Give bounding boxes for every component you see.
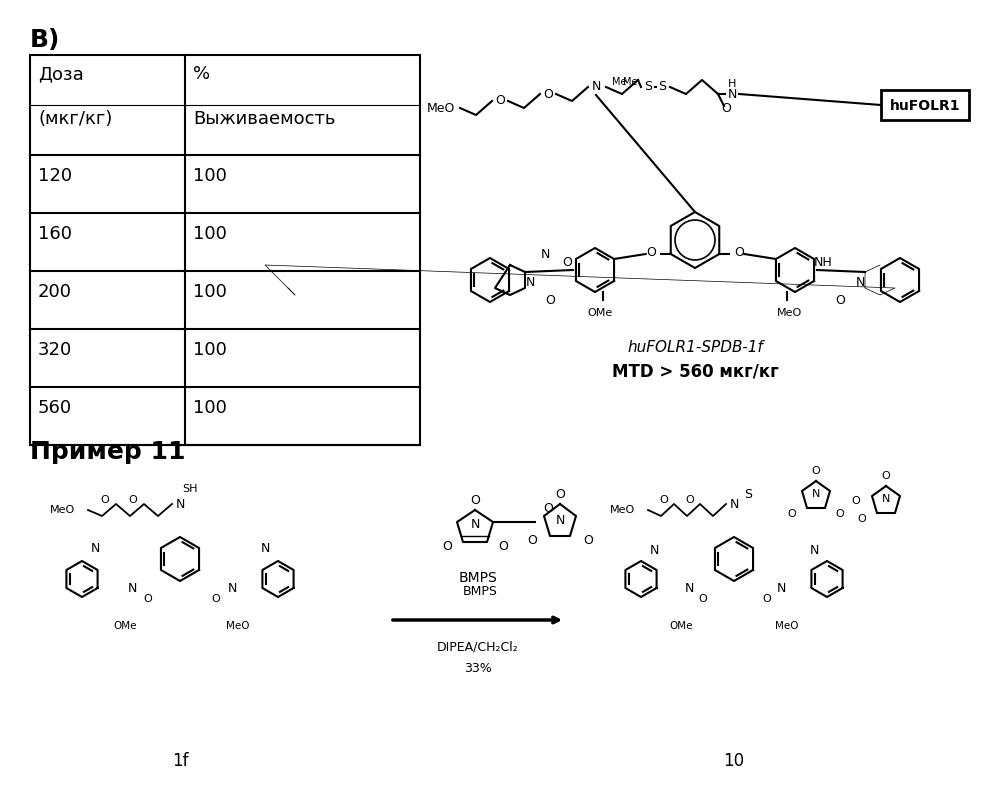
Text: O: O (882, 471, 890, 481)
Text: %: % (193, 65, 210, 83)
Text: N: N (540, 248, 550, 262)
Text: 100: 100 (193, 399, 227, 417)
Text: O: O (660, 495, 668, 505)
Text: huFOLR1: huFOLR1 (890, 99, 960, 113)
Text: 100: 100 (193, 341, 227, 359)
Text: Доза: Доза (38, 65, 84, 83)
Text: N: N (470, 518, 480, 531)
Text: N: N (776, 583, 786, 596)
Text: S: S (744, 488, 752, 500)
Text: O: O (212, 594, 220, 604)
Text: O: O (101, 495, 109, 505)
Text: 120: 120 (38, 167, 72, 185)
Text: N: N (812, 489, 820, 499)
Text: O: O (129, 495, 137, 505)
Text: N: N (684, 583, 694, 596)
Text: 100: 100 (193, 167, 227, 185)
Bar (881, 90, 969, 120)
Text: O: O (527, 534, 537, 546)
Text: N: N (90, 542, 100, 556)
Text: DIPEA/CH₂Cl₂: DIPEA/CH₂Cl₂ (437, 640, 518, 653)
Text: N: N (649, 545, 659, 557)
Text: O: O (699, 594, 707, 604)
Text: O: O (858, 514, 866, 524)
Text: MeO: MeO (610, 505, 635, 515)
Text: MeO: MeO (427, 102, 455, 114)
Text: N: N (882, 494, 890, 504)
Text: O: O (734, 246, 744, 259)
Text: MeO: MeO (226, 621, 250, 631)
Text: SH: SH (182, 484, 198, 494)
Text: N: N (729, 497, 739, 511)
Text: OMe: OMe (669, 621, 693, 631)
Text: S: S (658, 81, 666, 94)
Text: 320: 320 (38, 341, 72, 359)
Text: O: O (470, 493, 480, 507)
Text: 10: 10 (723, 752, 745, 770)
Text: Выживаемость: Выживаемость (193, 110, 336, 128)
Text: 33%: 33% (464, 662, 491, 675)
Text: N: N (525, 275, 535, 289)
Text: O: O (495, 94, 505, 108)
Text: O: O (583, 534, 593, 546)
Text: O: O (812, 466, 820, 476)
Text: O: O (555, 488, 565, 500)
Text: O: O (835, 293, 845, 307)
Text: Me: Me (612, 77, 626, 87)
Text: BMPS: BMPS (458, 571, 497, 585)
Text: B): B) (30, 28, 60, 52)
Text: BMPS: BMPS (463, 585, 497, 598)
Bar (30, 55, 420, 445)
Text: huFOLR1-SPDB-1f: huFOLR1-SPDB-1f (627, 340, 763, 355)
Text: (мкг/кг): (мкг/кг) (38, 110, 112, 128)
Text: O: O (788, 509, 796, 519)
Text: N: N (260, 542, 270, 556)
Text: Пример 11: Пример 11 (30, 440, 186, 464)
Text: MeO: MeO (775, 621, 799, 631)
Text: O: O (836, 509, 844, 519)
Text: N: N (727, 87, 737, 101)
Text: H: H (728, 79, 736, 89)
Text: O: O (686, 495, 694, 505)
Text: O: O (646, 246, 656, 259)
Text: O: O (543, 501, 553, 515)
Text: N: N (555, 514, 565, 527)
Text: 1f: 1f (172, 752, 188, 770)
Text: OMe: OMe (113, 621, 137, 631)
Text: O: O (721, 102, 731, 114)
Text: MeO: MeO (50, 505, 75, 515)
Text: O: O (543, 87, 553, 101)
Text: O: O (545, 293, 555, 307)
Text: O: O (144, 594, 152, 604)
Text: O: O (498, 539, 508, 553)
Text: O: O (763, 594, 771, 604)
Text: N: N (591, 81, 601, 94)
Text: Me: Me (623, 77, 637, 87)
Text: MeO: MeO (777, 308, 803, 318)
Text: MTD > 560 мкг/кг: MTD > 560 мкг/кг (612, 362, 778, 380)
Text: N: N (127, 583, 137, 596)
Text: O: O (852, 496, 860, 506)
Text: 100: 100 (193, 283, 227, 301)
Text: 560: 560 (38, 399, 72, 417)
Text: 200: 200 (38, 283, 72, 301)
Text: OMe: OMe (587, 308, 613, 318)
Text: 160: 160 (38, 225, 72, 243)
Text: O: O (442, 539, 452, 553)
Text: S: S (644, 81, 652, 94)
Text: N: N (855, 275, 865, 289)
Text: 100: 100 (193, 225, 227, 243)
Text: N: N (809, 545, 819, 557)
Text: N: N (175, 497, 185, 511)
Text: O: O (562, 255, 572, 269)
Text: N: N (227, 583, 237, 596)
Text: NH: NH (814, 255, 832, 269)
